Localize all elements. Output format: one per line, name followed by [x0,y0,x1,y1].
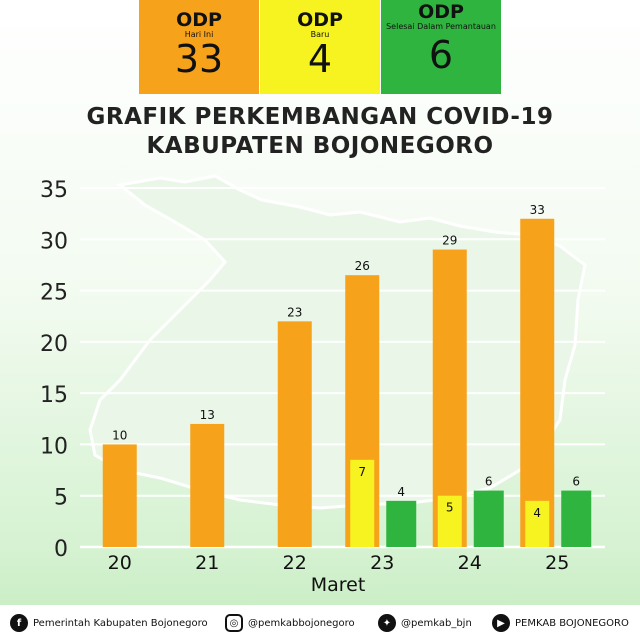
stat-sublabel: Baru [310,30,330,39]
stat-sublabel: Selesai Dalam Pemantauan [386,22,496,31]
footer-text: PEMKAB BOJONEGORO [515,617,629,629]
footer-text: @pemkab_bjn [401,617,472,629]
data-label: 33 [530,203,545,217]
x-tick-label: 25 [545,552,569,574]
footer-item-youtube[interactable]: ▶ PEMKAB BOJONEGORO [492,613,629,633]
bar-23-2 [386,500,417,547]
x-tick-label: 20 [108,552,132,574]
y-tick-label: 35 [40,178,68,203]
chart-title-line2: KABUPATEN BOJONEGORO [146,133,494,159]
data-label: 4 [397,485,405,499]
x-axis-label: Maret [311,574,366,596]
y-tick-label: 15 [40,383,68,408]
bar-23-1 [350,459,375,547]
data-label: 7 [358,465,366,479]
bar-chart: 0 5 10 15 20 25 30 35 10 20 13 21 23 22 26 7 4 23 29 5 6 24 33… [40,178,592,596]
twitter-icon: ✦ [378,614,396,632]
data-label: 6 [485,475,493,489]
stat-odp-today: ODP Hari Ini 33 [139,0,259,94]
bar-24-2 [473,490,504,547]
stat-label: ODP [418,1,464,23]
stat-value: 4 [307,37,333,81]
y-tick-label: 10 [40,434,68,459]
footer-item-facebook[interactable]: f Pemerintah Kabupaten Bojonegoro [10,613,208,633]
footer-item-instagram[interactable]: ◎ @pemkabbojonegoro [225,613,355,633]
x-tick-label: 23 [370,552,394,574]
footer-item-twitter[interactable]: ✦ @pemkab_bjn [378,613,472,633]
footer-text: Pemerintah Kabupaten Bojonegoro [33,617,208,629]
stat-label: ODP [297,9,343,31]
stat-odp-new: ODP Baru 4 [260,0,380,94]
footer-text: @pemkabbojonegoro [248,617,355,629]
y-tick-label: 0 [54,537,68,562]
bar-24-1 [437,495,462,547]
footer-social-bar: f Pemerintah Kabupaten Bojonegoro ◎ @pem… [0,605,640,640]
data-label: 26 [355,259,370,273]
data-label: 6 [572,475,580,489]
data-label: 29 [442,234,457,248]
data-label: 13 [200,408,215,422]
x-tick-label: 24 [458,552,482,574]
stat-value: 6 [428,33,454,77]
facebook-icon: f [10,614,28,632]
stat-value: 33 [174,37,224,81]
x-tick-label: 22 [283,552,307,574]
bar-20-0 [102,444,137,547]
stat-odp-completed: ODP Selesai Dalam Pemantauan 6 [381,0,501,94]
stat-sublabel: Hari Ini [184,30,214,39]
data-label: 10 [112,428,127,442]
bar-22-0 [277,321,312,547]
bar-25-0 [520,218,555,547]
chart-title-line1: GRAFIK PERKEMBANGAN COVID-19 [86,104,554,130]
y-tick-label: 25 [40,281,68,306]
y-tick-label: 30 [40,229,68,254]
bar-25-2 [561,490,592,547]
x-tick-label: 21 [195,552,219,574]
y-tick-label: 20 [40,332,68,357]
data-label: 5 [446,501,454,515]
instagram-icon: ◎ [225,614,243,632]
bar-21-0 [190,423,225,547]
y-tick-label: 5 [54,486,68,511]
bar-25-1 [525,500,550,547]
data-label: 23 [287,305,302,319]
stat-label: ODP [176,9,222,31]
data-label: 4 [533,506,541,520]
youtube-icon: ▶ [492,614,510,632]
